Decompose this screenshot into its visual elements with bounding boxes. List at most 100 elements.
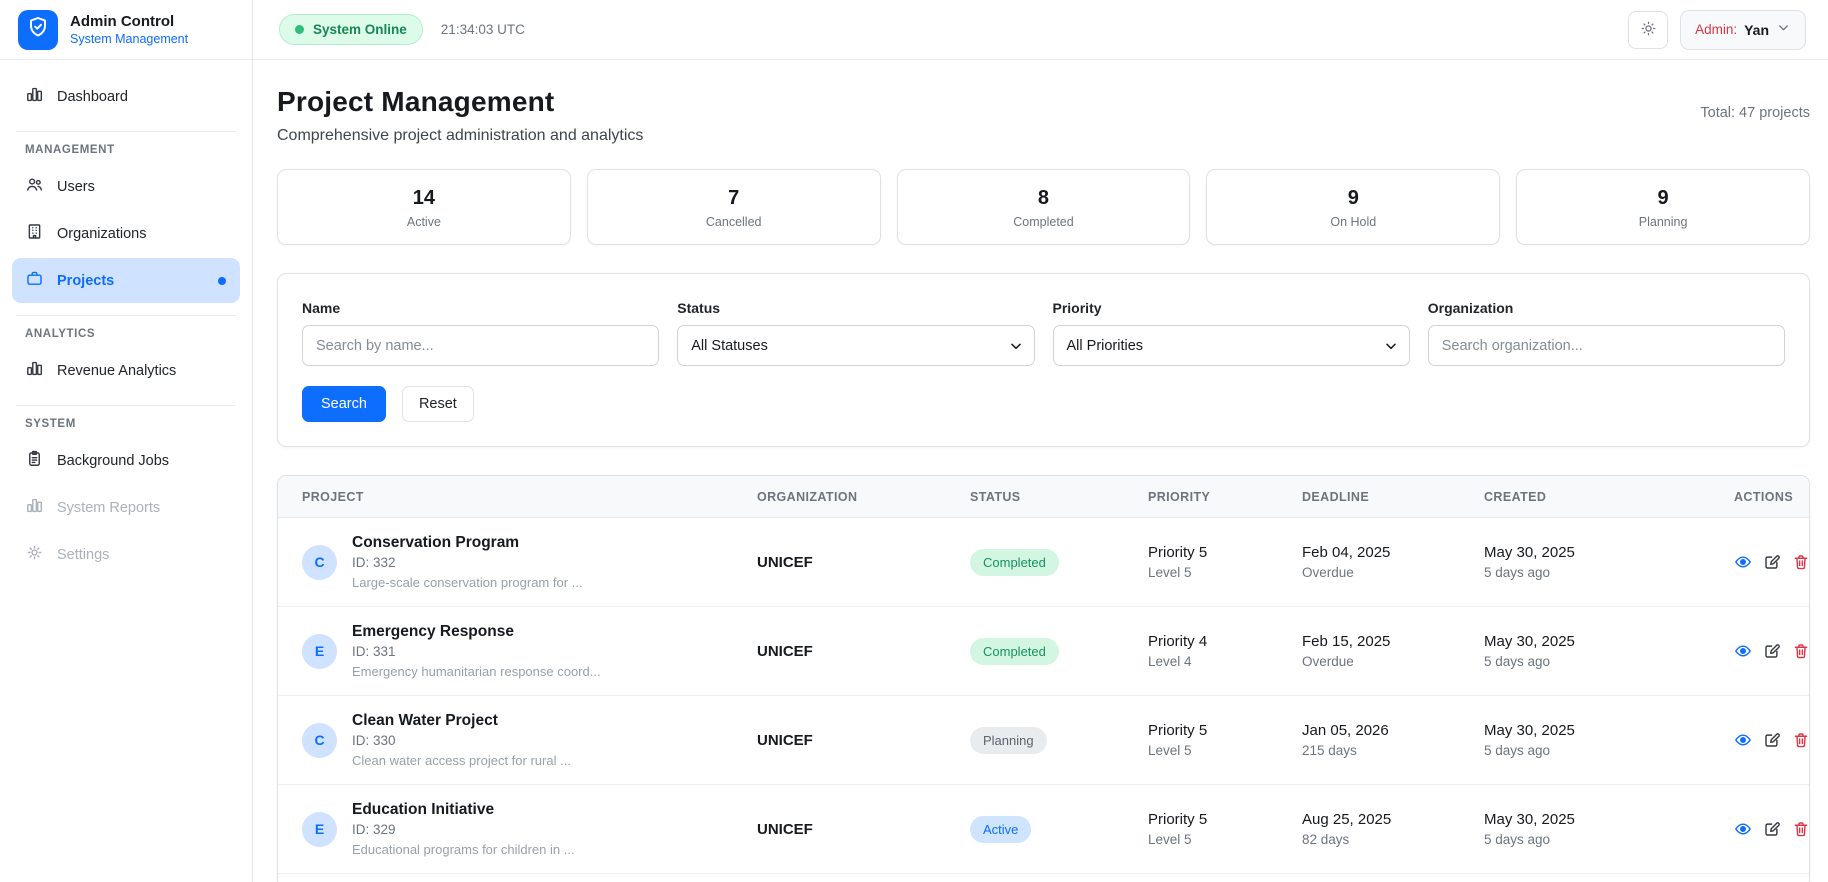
brand: Admin Control System Management bbox=[0, 0, 252, 60]
sidebar-item-settings[interactable]: Settings bbox=[12, 532, 240, 577]
sidebar-item-projects[interactable]: Projects bbox=[12, 258, 240, 303]
project-avatar: C bbox=[302, 722, 337, 758]
chevron-down-icon bbox=[1776, 20, 1791, 40]
system-status-badge: System Online bbox=[279, 14, 423, 45]
stat-card-completed: 8 Completed bbox=[896, 169, 1191, 245]
table-row: C Conservation Program ID: 332 Large-sca… bbox=[278, 518, 1809, 607]
stat-label: Completed bbox=[1013, 215, 1074, 229]
admin-role-label: Admin: bbox=[1695, 22, 1738, 37]
priority-value: Priority 4 bbox=[1148, 633, 1208, 650]
projects-table: PROJECT ORGANIZATION STATUS PRIORITY DEA… bbox=[277, 475, 1810, 882]
deadline-note: Overdue bbox=[1302, 654, 1354, 669]
priority-level: Level 5 bbox=[1148, 743, 1192, 758]
deadline-note: Overdue bbox=[1302, 565, 1354, 580]
project-id: ID: 332 bbox=[352, 555, 396, 570]
delete-icon[interactable] bbox=[1792, 553, 1809, 571]
page-subtitle: Comprehensive project administration and… bbox=[277, 127, 644, 144]
created-date: May 30, 2025 bbox=[1484, 633, 1575, 650]
edit-icon[interactable] bbox=[1763, 820, 1781, 838]
created-date: May 30, 2025 bbox=[1484, 544, 1575, 561]
delete-icon[interactable] bbox=[1792, 642, 1809, 660]
project-id: ID: 329 bbox=[352, 822, 396, 837]
view-icon[interactable] bbox=[1734, 642, 1752, 660]
sidebar-item-dashboard[interactable]: Dashboard bbox=[12, 74, 240, 119]
project-id: ID: 330 bbox=[352, 733, 396, 748]
stat-card-active: 14 Active bbox=[277, 169, 571, 245]
theme-toggle-button[interactable] bbox=[1628, 10, 1669, 49]
briefcase-icon bbox=[25, 269, 44, 292]
sidebar-item-label: Background Jobs bbox=[57, 452, 170, 469]
name-search-input[interactable] bbox=[302, 325, 660, 366]
sidebar-item-label: System Reports bbox=[57, 499, 161, 516]
clipboard-icon bbox=[25, 449, 44, 472]
sidebar-item-background-jobs[interactable]: Background Jobs bbox=[12, 438, 240, 483]
sun-icon bbox=[1640, 20, 1657, 40]
topbar: System Online 21:34:03 UTC Admin: Yan bbox=[253, 0, 1828, 60]
edit-icon[interactable] bbox=[1763, 553, 1781, 571]
status-select-value: All Statuses bbox=[691, 337, 768, 354]
status-filter-label: Status bbox=[677, 300, 721, 316]
sidebar-item-label: Projects bbox=[57, 272, 115, 289]
reset-button[interactable]: Reset bbox=[401, 386, 474, 422]
delete-icon[interactable] bbox=[1792, 731, 1809, 749]
admin-name: Yan bbox=[1744, 21, 1769, 38]
active-indicator-dot bbox=[218, 276, 226, 285]
search-button[interactable]: Search bbox=[302, 386, 386, 422]
project-name: Emergency Response bbox=[352, 623, 514, 640]
view-icon[interactable] bbox=[1734, 731, 1752, 749]
page-header: Project Management Comprehensive project… bbox=[277, 86, 1810, 145]
column-header-status: STATUS bbox=[970, 489, 1021, 504]
system-status-label: System Online bbox=[313, 22, 407, 37]
stat-label: Planning bbox=[1638, 215, 1688, 229]
view-icon[interactable] bbox=[1734, 553, 1752, 571]
stat-card-planning: 9 Planning bbox=[1516, 169, 1810, 245]
delete-icon[interactable] bbox=[1792, 820, 1809, 838]
status-badge: Planning bbox=[970, 726, 1047, 754]
organization-search-input[interactable] bbox=[1427, 325, 1785, 366]
project-description: Clean water access project for rural ... bbox=[352, 753, 571, 768]
filter-organization: Organization bbox=[1427, 300, 1785, 366]
status-badge: Completed bbox=[970, 548, 1059, 576]
stat-value: 9 bbox=[1657, 187, 1669, 209]
stat-label: Active bbox=[406, 215, 441, 229]
main-content: Project Management Comprehensive project… bbox=[253, 60, 1828, 882]
column-header-created: CREATED bbox=[1484, 489, 1547, 504]
stat-label: On Hold bbox=[1330, 215, 1377, 229]
priority-select[interactable]: All Priorities bbox=[1052, 325, 1410, 366]
edit-icon[interactable] bbox=[1763, 731, 1781, 749]
sidebar-item-organizations[interactable]: Organizations bbox=[12, 211, 240, 256]
utc-clock: 21:34:03 UTC bbox=[440, 22, 525, 37]
admin-menu[interactable]: Admin: Yan bbox=[1680, 9, 1806, 50]
priority-level: Level 4 bbox=[1148, 654, 1192, 669]
organization-cell: UNICEF bbox=[757, 731, 813, 749]
stat-value: 8 bbox=[1037, 187, 1050, 209]
sidebar-nav: Dashboard MANAGEMENT Users Organizations… bbox=[0, 60, 252, 593]
project-avatar: C bbox=[302, 544, 337, 580]
name-filter-label: Name bbox=[302, 300, 341, 316]
created-note: 5 days ago bbox=[1484, 565, 1551, 580]
filter-name: Name bbox=[302, 300, 660, 366]
view-icon[interactable] bbox=[1734, 820, 1752, 838]
priority-select-value: All Priorities bbox=[1066, 337, 1144, 354]
sidebar-section-system: SYSTEM bbox=[25, 418, 76, 430]
organization-cell: UNICEF bbox=[757, 553, 813, 571]
filter-status: Status All Statuses bbox=[677, 300, 1035, 366]
project-name: Conservation Program bbox=[352, 534, 520, 551]
chevron-down-icon bbox=[1009, 339, 1023, 353]
bar-chart-icon bbox=[25, 85, 44, 108]
status-select[interactable]: All Statuses bbox=[677, 325, 1035, 366]
sidebar-item-users[interactable]: Users bbox=[12, 164, 240, 209]
column-header-priority: PRIORITY bbox=[1148, 489, 1211, 504]
status-dot-icon bbox=[295, 25, 304, 34]
column-header-organization: ORGANIZATION bbox=[757, 489, 858, 504]
organization-cell: UNICEF bbox=[757, 642, 813, 660]
priority-value: Priority 5 bbox=[1148, 544, 1208, 561]
stat-label: Cancelled bbox=[705, 215, 762, 229]
bar-chart-icon bbox=[25, 359, 44, 382]
divider bbox=[16, 131, 236, 132]
sidebar-item-revenue-analytics[interactable]: Revenue Analytics bbox=[12, 348, 240, 393]
priority-level: Level 5 bbox=[1148, 565, 1192, 580]
priority-value: Priority 5 bbox=[1148, 722, 1208, 739]
edit-icon[interactable] bbox=[1763, 642, 1781, 660]
sidebar-item-system-reports[interactable]: System Reports bbox=[12, 485, 240, 530]
